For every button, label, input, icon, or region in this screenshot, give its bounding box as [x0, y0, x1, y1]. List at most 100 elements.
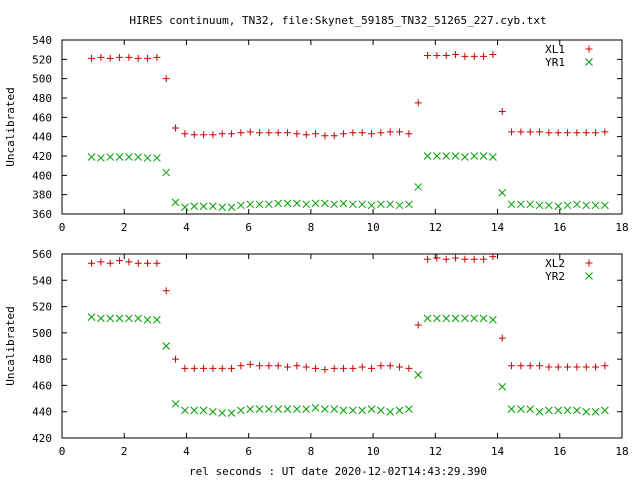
x-tick-label: 8 [308, 445, 315, 458]
x-tick-label: 10 [366, 221, 379, 234]
top-panel: 0 2 4 6 8 10 12 14 16 18 360 380 400 420 440 460 480 500 5… [4, 34, 629, 234]
data-point [106, 153, 115, 161]
series-xl1 [88, 51, 609, 140]
data-point [554, 363, 562, 371]
data-point [218, 130, 226, 138]
data-point [330, 200, 339, 209]
data-point [554, 406, 563, 415]
data-point [377, 406, 385, 415]
data-point [414, 321, 422, 329]
data-point [153, 53, 161, 61]
data-point [461, 153, 469, 161]
data-point [582, 407, 591, 416]
data-point [200, 364, 208, 372]
data-point [564, 129, 572, 137]
data-point [368, 130, 376, 138]
data-point [227, 409, 236, 417]
data-point [199, 202, 208, 211]
y-tick-label: 460 [32, 379, 52, 392]
data-point [508, 128, 516, 136]
data-point [237, 129, 245, 137]
x-tick-label: 16 [553, 445, 566, 458]
data-point [461, 255, 469, 263]
data-point [545, 363, 553, 371]
data-point [517, 362, 525, 370]
data-point [563, 406, 572, 415]
data-point [190, 364, 198, 372]
data-point [256, 362, 264, 370]
x-tick-label: 6 [245, 221, 252, 234]
data-point [274, 405, 283, 413]
legend-marker [585, 58, 593, 66]
data-point [489, 315, 497, 324]
data-point [433, 51, 441, 59]
x-tick-label: 0 [59, 221, 66, 234]
data-point [302, 131, 310, 139]
data-point [265, 200, 273, 209]
y-tick-label: 540 [32, 34, 52, 47]
data-point [349, 129, 357, 137]
data-point [115, 153, 124, 161]
data-point [452, 51, 460, 58]
data-point [227, 203, 236, 212]
data-point [573, 129, 581, 137]
legend-label: YR1 [545, 56, 565, 69]
data-point [283, 405, 292, 413]
data-point [134, 54, 142, 62]
legend-marker [585, 272, 593, 280]
data-point [386, 362, 394, 370]
data-point [508, 362, 516, 370]
data-point [97, 258, 105, 266]
data-point [423, 152, 432, 160]
data-point [489, 51, 497, 58]
data-point [190, 202, 199, 211]
data-point [339, 406, 348, 415]
data-point [563, 201, 572, 210]
data-point [451, 152, 460, 160]
data-point [172, 355, 180, 363]
data-point [507, 405, 516, 413]
data-point [424, 255, 432, 263]
data-point [265, 405, 273, 413]
data-point [573, 363, 581, 371]
x-tick-label: 18 [615, 221, 628, 234]
data-point [358, 129, 366, 137]
data-point [312, 130, 320, 138]
data-point [479, 314, 488, 323]
data-point [153, 154, 161, 162]
y-tick-label: 560 [32, 248, 52, 261]
data-point [377, 362, 385, 370]
data-point [321, 405, 329, 413]
data-point [88, 259, 96, 267]
data-point [489, 253, 497, 261]
data-point [199, 406, 208, 415]
x-tick-label: 6 [245, 445, 252, 458]
data-point [340, 364, 348, 372]
series-yr2 [87, 313, 609, 417]
data-point [162, 342, 171, 350]
data-point [573, 200, 581, 209]
data-point [601, 201, 609, 210]
data-point [601, 406, 609, 415]
data-point [582, 129, 590, 137]
data-point [526, 128, 534, 136]
data-point [171, 399, 180, 408]
data-point [153, 315, 161, 324]
data-point [181, 130, 189, 138]
legend-label: XL1 [545, 43, 565, 56]
data-point [340, 130, 348, 138]
data-point [377, 129, 385, 137]
y-tick-label: 420 [32, 432, 52, 445]
data-point [209, 364, 217, 372]
data-point [97, 154, 105, 162]
data-point [592, 129, 600, 137]
data-point [386, 128, 394, 136]
data-point [143, 154, 152, 162]
data-point [526, 362, 534, 370]
y-tick-label: 460 [32, 111, 52, 124]
data-point [405, 200, 413, 209]
data-point [358, 363, 366, 371]
data-point [293, 130, 301, 138]
data-point [535, 407, 544, 416]
data-point [97, 314, 105, 323]
